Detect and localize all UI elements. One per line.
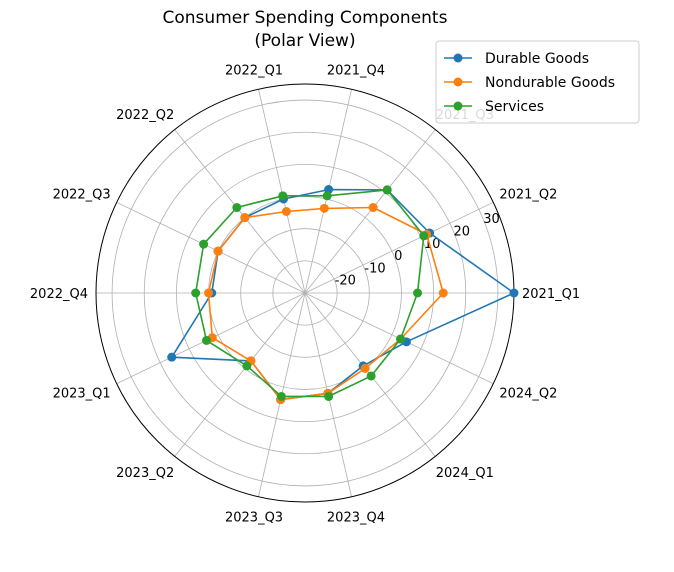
data-point (204, 288, 214, 298)
data-point (382, 185, 392, 195)
legend: Durable Goods Nondurable Goods Services (435, 40, 640, 124)
angular-gridline (116, 201, 306, 294)
data-point (240, 213, 250, 223)
category-label: 2021_Q1 (522, 287, 580, 302)
data-point (413, 288, 423, 298)
legend-label: Durable Goods (485, 51, 589, 67)
data-point (199, 239, 209, 249)
legend-marker (453, 77, 463, 87)
data-point (281, 206, 291, 216)
legend-marker (453, 53, 463, 63)
data-point (396, 334, 406, 344)
data-point (438, 288, 448, 298)
radial-tick-label: 30 (483, 212, 500, 227)
radial-tick-label: -20 (335, 274, 356, 289)
data-point (242, 361, 252, 371)
data-point (276, 391, 286, 401)
data-point (419, 231, 429, 241)
angular-gridline (174, 129, 306, 294)
radial-tick-label: 20 (454, 224, 471, 239)
data-point (167, 352, 177, 362)
angular-gridline (174, 292, 306, 457)
series-lines (167, 185, 519, 405)
category-label: 2021_Q4 (327, 64, 385, 79)
series-line (170, 188, 515, 401)
chart-title: Consumer Spending Components (163, 8, 448, 28)
category-label: 2023_Q2 (116, 466, 174, 481)
data-point (191, 288, 201, 298)
category-label: 2022_Q1 (225, 64, 283, 79)
data-point (213, 246, 223, 256)
data-point (366, 371, 376, 381)
radial-tick-label: 0 (394, 249, 402, 264)
data-point (360, 363, 370, 373)
category-labels: 2021_Q12021_Q22021_Q32021_Q42022_Q12022_… (30, 64, 580, 526)
data-point (322, 191, 332, 201)
category-label: 2023_Q1 (53, 386, 111, 401)
category-label: 2022_Q4 (30, 287, 88, 302)
legend-marker (453, 101, 463, 111)
radial-tick-label: -10 (364, 261, 385, 276)
data-point (324, 391, 334, 401)
category-label: 2022_Q3 (53, 188, 111, 203)
category-label: 2024_Q2 (499, 386, 557, 401)
legend-box (435, 40, 640, 124)
data-point (319, 203, 329, 213)
data-point (278, 191, 288, 201)
angular-gridline (304, 129, 436, 294)
category-label: 2023_Q4 (327, 510, 385, 525)
category-label: 2021_Q2 (499, 188, 557, 203)
category-label: 2022_Q2 (116, 108, 174, 123)
category-label: 2023_Q3 (225, 510, 283, 525)
angular-gridline (304, 201, 494, 294)
angular-gridline (258, 89, 306, 294)
data-point (202, 335, 212, 345)
chart-subtitle: (Polar View) (254, 31, 355, 51)
legend-label: Nondurable Goods (485, 75, 615, 91)
series-line (207, 206, 445, 401)
polar-grid (95, 83, 515, 503)
data-point (232, 203, 242, 213)
data-point (368, 203, 378, 213)
data-point (509, 288, 519, 298)
category-label: 2024_Q1 (436, 466, 494, 481)
legend-label: Services (485, 99, 544, 115)
